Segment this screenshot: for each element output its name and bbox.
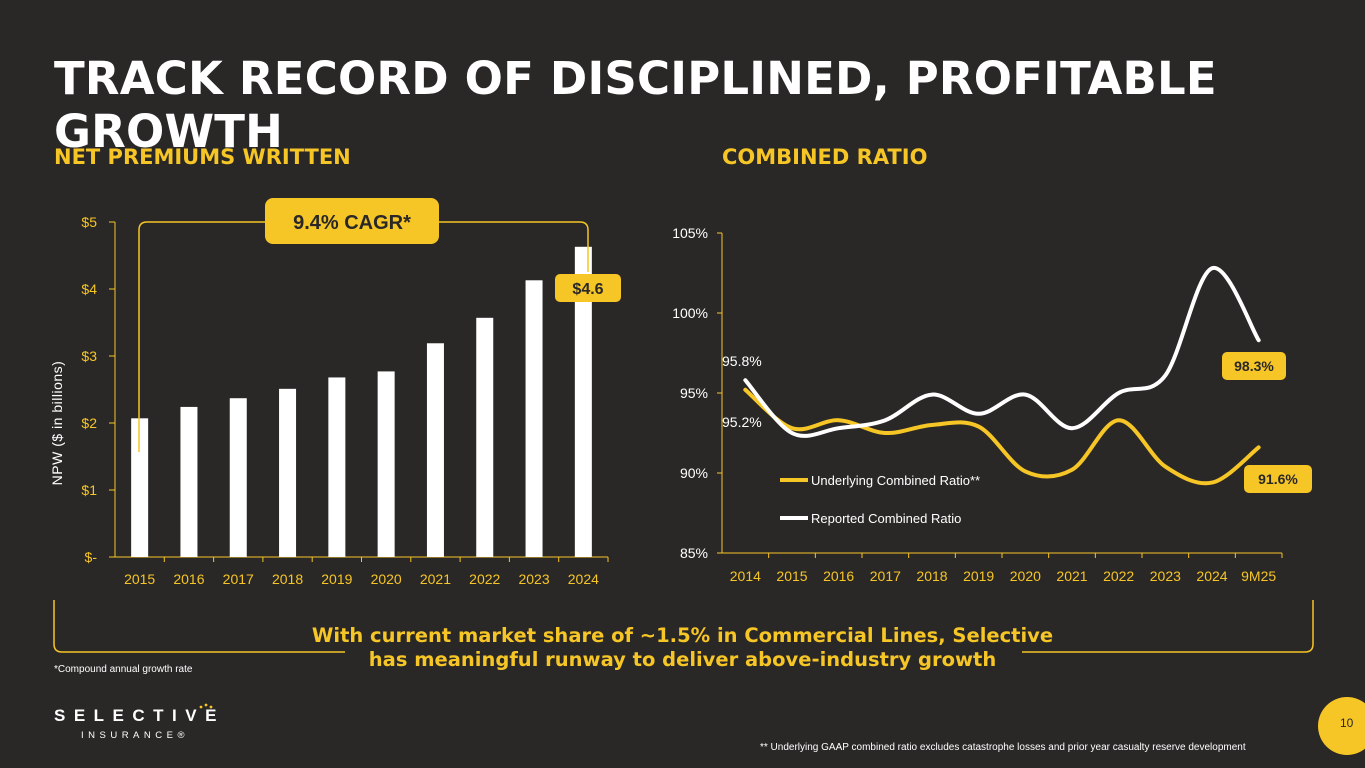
npw-bar — [377, 371, 395, 557]
cagr-bracket-right — [439, 221, 589, 272]
cr-y-tick-label: 105% — [672, 225, 708, 241]
npw-x-tick-label: 2022 — [469, 571, 500, 587]
logo-dots-icon — [199, 703, 213, 709]
npw-bar — [525, 280, 543, 557]
underlying-start-label: 95.2% — [722, 414, 762, 430]
cr-x-tick-label: 2023 — [1150, 568, 1181, 584]
npw-y-tick-label: $4 — [81, 281, 97, 297]
combined-ratio-heading: COMBINED RATIO — [722, 145, 928, 169]
npw-ylabel: NPW ($ in billions) — [49, 361, 65, 486]
npw-bar — [328, 377, 346, 557]
footnote-gaap: ** Underlying GAAP combined ratio exclud… — [760, 742, 1246, 753]
cagr-badge — [265, 198, 439, 244]
npw-bar — [131, 418, 149, 557]
logo-sub-text: INSURANCE® — [81, 730, 189, 741]
npw-y-tick-label: $1 — [81, 482, 97, 498]
npw-y-tick-label: $3 — [81, 348, 97, 364]
legend-label-reported: Reported Combined Ratio — [811, 511, 961, 526]
bottom-message-line2: has meaningful runway to deliver above-i… — [368, 648, 997, 671]
npw-bar — [574, 246, 592, 558]
cr-y-tick-label: 95% — [680, 385, 708, 401]
npw-bar — [229, 398, 247, 557]
npw-x-tick-label: 2018 — [272, 571, 303, 587]
cr-y-tick-label: 85% — [680, 545, 708, 561]
npw-y-tick-label: $2 — [81, 415, 97, 431]
npw-bar — [476, 317, 494, 557]
cr-x-tick-label: 2022 — [1103, 568, 1134, 584]
page-number: 10 — [1340, 716, 1354, 730]
npw-x-tick-label: 2021 — [420, 571, 451, 587]
underlying-end-label: 91.6% — [1258, 471, 1298, 487]
legend-label-underlying: Underlying Combined Ratio** — [811, 473, 980, 488]
cr-x-tick-label: 2021 — [1056, 568, 1087, 584]
npw-x-tick-label: 2019 — [321, 571, 352, 587]
reported-end-badge — [1222, 352, 1286, 380]
cr-x-tick-label: 2018 — [916, 568, 947, 584]
cagr-bracket-left — [138, 221, 265, 452]
page-title: TRACK RECORD OF DISCIPLINED, PROFITABLE … — [54, 52, 1217, 158]
cr-x-tick-label: 2020 — [1010, 568, 1041, 584]
bottom-message-line1: With current market share of ~1.5% in Co… — [311, 624, 1054, 647]
npw-x-tick-label: 2017 — [223, 571, 254, 587]
selective-logo: SELECTIVE INSURANCE® — [54, 703, 225, 741]
npw-bar — [180, 406, 198, 557]
cr-x-tick-label: 2015 — [776, 568, 807, 584]
reported-ratio-line — [743, 266, 1261, 438]
npw-y-tick-label: $- — [85, 549, 98, 565]
bottom-message: With current market share of ~1.5% in Co… — [250, 624, 1115, 672]
combined-ratio-line-chart: 85% 90% 95% 100% 105% 2014 2015 2016 2017 2018 201… — [672, 225, 1312, 584]
reported-end-label: 98.3% — [1234, 358, 1274, 374]
npw-x-tick-label: 2020 — [371, 571, 402, 587]
npw-x-tick-label: 2015 — [124, 571, 155, 587]
npw-callout-badge — [555, 274, 621, 302]
footnote-cagr: *Compound annual growth rate — [54, 664, 193, 675]
npw-bar-chart: $- $1 $2 $3 $4 $5 2015 2016 2017 2018 2019 2020 2021… — [49, 198, 621, 587]
cr-y-tick-label: 90% — [680, 465, 708, 481]
cr-x-tick-label: 2019 — [963, 568, 994, 584]
npw-heading: NET PREMIUMS WRITTEN — [54, 145, 351, 169]
npw-x-tick-label: 2016 — [173, 571, 204, 587]
reported-start-label: 95.8% — [722, 353, 762, 369]
npw-callout-label: $4.6 — [572, 281, 603, 298]
cr-x-tick-label: 2014 — [730, 568, 761, 584]
npw-y-tick-label: $5 — [81, 214, 97, 230]
npw-x-tick-label: 2024 — [568, 571, 599, 587]
cr-x-tick-label: 2017 — [870, 568, 901, 584]
cr-y-tick-label: 100% — [672, 305, 708, 321]
underlying-ratio-line — [743, 387, 1261, 486]
npw-x-tick-label: 2023 — [518, 571, 549, 587]
cr-x-tick-label: 2024 — [1196, 568, 1227, 584]
cr-x-tick-label: 2016 — [823, 568, 854, 584]
page-number-badge: 10 — [1318, 697, 1365, 755]
npw-bar — [279, 388, 297, 557]
cr-x-tick-label: 9M25 — [1241, 568, 1276, 584]
cagr-label: 9.4% CAGR* — [293, 212, 411, 234]
npw-bar — [426, 343, 444, 557]
underlying-end-badge — [1244, 465, 1312, 493]
logo-main-text: SELECTIVE — [54, 706, 225, 725]
